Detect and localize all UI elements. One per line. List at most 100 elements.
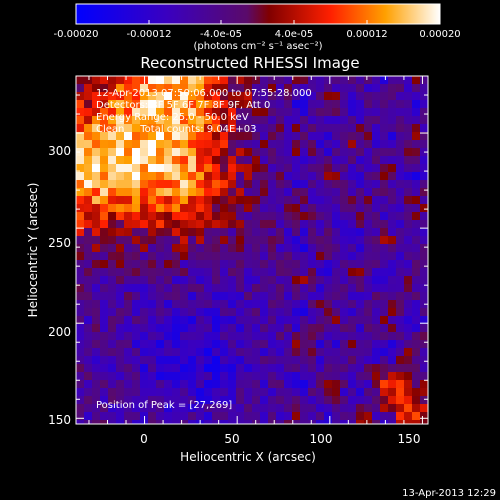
heatmap-cell	[76, 116, 85, 125]
heatmap-cell	[316, 116, 325, 125]
heatmap-cell	[300, 204, 309, 213]
heatmap-cell	[164, 188, 173, 197]
heatmap-cell	[204, 220, 213, 229]
heatmap-cell	[156, 180, 165, 189]
heatmap-cell	[116, 132, 125, 141]
heatmap-cell	[76, 292, 85, 301]
heatmap-cell	[372, 412, 381, 421]
heatmap-cell	[308, 116, 317, 125]
heatmap-cell	[396, 348, 405, 357]
heatmap-cell	[268, 212, 277, 221]
heatmap-cell	[108, 244, 117, 253]
heatmap-cell	[252, 244, 261, 253]
heatmap-cell	[212, 340, 221, 349]
heatmap-cell	[396, 84, 405, 93]
heatmap-cell	[404, 268, 413, 277]
heatmap-cell	[276, 100, 285, 109]
heatmap-cell	[132, 188, 141, 197]
heatmap-cell	[412, 388, 421, 397]
heatmap-cell	[340, 124, 349, 133]
heatmap-cell	[132, 180, 141, 189]
heatmap-cell	[268, 388, 277, 397]
heatmap-cell	[332, 268, 341, 277]
heatmap-cell	[244, 84, 253, 93]
heatmap-cell	[316, 228, 325, 237]
heatmap-cell	[220, 84, 229, 93]
heatmap-cell	[196, 156, 205, 165]
heatmap-cell	[116, 252, 125, 261]
heatmap-cell	[404, 108, 413, 117]
heatmap-cell	[284, 292, 293, 301]
heatmap-cell	[100, 132, 109, 141]
heatmap-cell	[116, 92, 125, 101]
heatmap-cell	[396, 420, 405, 424]
heatmap-cell	[164, 396, 173, 405]
heatmap-cell	[76, 404, 85, 413]
y-tick-label: 250	[48, 236, 71, 250]
heatmap-cell	[132, 404, 141, 413]
heatmap-cell	[348, 204, 357, 213]
heatmap-cell	[380, 164, 389, 173]
heatmap-cell	[356, 180, 365, 189]
heatmap-cell	[84, 188, 93, 197]
heatmap-cell	[148, 340, 157, 349]
heatmap-cell	[236, 340, 245, 349]
heatmap-cell	[236, 332, 245, 341]
heatmap-cell	[188, 220, 197, 229]
heatmap-cell	[116, 316, 125, 325]
heatmap-cell	[324, 380, 333, 389]
heatmap-cell	[236, 124, 245, 133]
heatmap-cell	[76, 132, 85, 141]
heatmap-cell	[292, 388, 301, 397]
heatmap-cell	[124, 260, 133, 269]
heatmap-cell	[92, 260, 101, 269]
heatmap-cell	[356, 300, 365, 309]
heatmap-cell	[268, 404, 277, 413]
heatmap-cell	[76, 204, 85, 213]
heatmap-cell	[228, 372, 237, 381]
heatmap-cell	[92, 172, 101, 181]
heatmap-cell	[76, 396, 85, 405]
heatmap-cell	[404, 260, 413, 269]
heatmap-cell	[252, 196, 261, 205]
heatmap-cell	[316, 268, 325, 277]
heatmap-cell	[340, 420, 349, 424]
heatmap-cell	[380, 332, 389, 341]
heatmap-cell	[340, 156, 349, 165]
heatmap-cell	[100, 300, 109, 309]
heatmap-cell	[92, 228, 101, 237]
heatmap-cell	[260, 300, 269, 309]
heatmap-cell	[108, 92, 117, 101]
heatmap-cell	[292, 124, 301, 133]
heatmap-cell	[100, 348, 109, 357]
heatmap-cell	[292, 84, 301, 93]
heatmap-cell	[76, 372, 85, 381]
heatmap-cell	[204, 140, 213, 149]
heatmap-cell	[332, 388, 341, 397]
heatmap-cell	[260, 340, 269, 349]
heatmap-cell	[236, 228, 245, 237]
heatmap-cell	[228, 116, 237, 125]
colorbar-tick-marks	[75, 20, 441, 24]
heatmap-cell	[292, 196, 301, 205]
heatmap-cell	[396, 404, 405, 413]
heatmap-cell	[204, 164, 213, 173]
heatmap-cell	[76, 284, 85, 293]
heatmap-cell	[180, 148, 189, 157]
heatmap-cell	[244, 156, 253, 165]
heatmap-cell	[228, 340, 237, 349]
heatmap-cell	[268, 268, 277, 277]
heatmap-cell	[348, 140, 357, 149]
heatmap-cell	[412, 292, 421, 301]
heatmap-cell	[260, 148, 269, 157]
heatmap-cell	[252, 388, 261, 397]
heatmap-cell	[212, 380, 221, 389]
heatmap-cell	[124, 420, 133, 424]
heatmap-cell	[340, 148, 349, 157]
heatmap-cell	[228, 236, 237, 245]
heatmap-cell	[372, 356, 381, 365]
heatmap-cell	[188, 76, 197, 85]
heatmap-cell	[332, 396, 341, 405]
heatmap-cell	[316, 92, 325, 101]
heatmap-cell	[340, 372, 349, 381]
